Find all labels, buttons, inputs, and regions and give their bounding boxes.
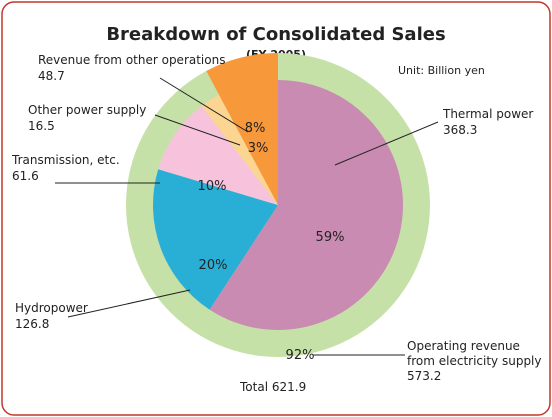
pie-slice bbox=[201, 94, 278, 205]
total-label: Total 621.9 bbox=[239, 380, 306, 394]
leader-line bbox=[154, 114, 241, 146]
percent-label: 20% bbox=[199, 258, 228, 273]
total-text: Total bbox=[239, 380, 268, 394]
leader-line bbox=[159, 77, 249, 133]
ring-percent-label: 92% bbox=[286, 348, 315, 363]
category-label: Hydropower bbox=[15, 301, 88, 315]
ring-name: Operating revenue from electricity suppl… bbox=[407, 339, 549, 384]
category-label: Thermal power bbox=[442, 107, 533, 121]
pie-slice bbox=[158, 106, 278, 205]
value-label: 126.8 bbox=[15, 317, 49, 331]
category-label: Revenue from other operations bbox=[38, 53, 225, 67]
value-label: 61.6 bbox=[12, 169, 39, 183]
percent-label: 10% bbox=[198, 179, 227, 194]
pie-slice bbox=[152, 169, 278, 310]
chart-title: Breakdown of Consolidated Sales bbox=[106, 24, 445, 45]
leader-line bbox=[334, 121, 439, 166]
total-value: 621.9 bbox=[272, 380, 306, 394]
value-label: 16.5 bbox=[28, 119, 55, 133]
ring-value: 573.2 bbox=[407, 369, 442, 383]
value-label: 368.3 bbox=[443, 123, 477, 137]
value-label: 48.7 bbox=[38, 69, 65, 83]
unit-label: Unit: Billion yen bbox=[398, 64, 485, 77]
pie-slice bbox=[206, 53, 278, 205]
percent-label: 59% bbox=[316, 230, 345, 245]
category-label: Other power supply bbox=[28, 103, 146, 117]
ring-name-text: Operating revenue from electricity suppl… bbox=[407, 339, 542, 368]
category-label: Transmission, etc. bbox=[11, 153, 120, 167]
percent-label: 8% bbox=[245, 121, 266, 136]
leader-line bbox=[67, 289, 191, 318]
pie-slice bbox=[209, 80, 403, 330]
percent-label: 3% bbox=[248, 141, 269, 156]
